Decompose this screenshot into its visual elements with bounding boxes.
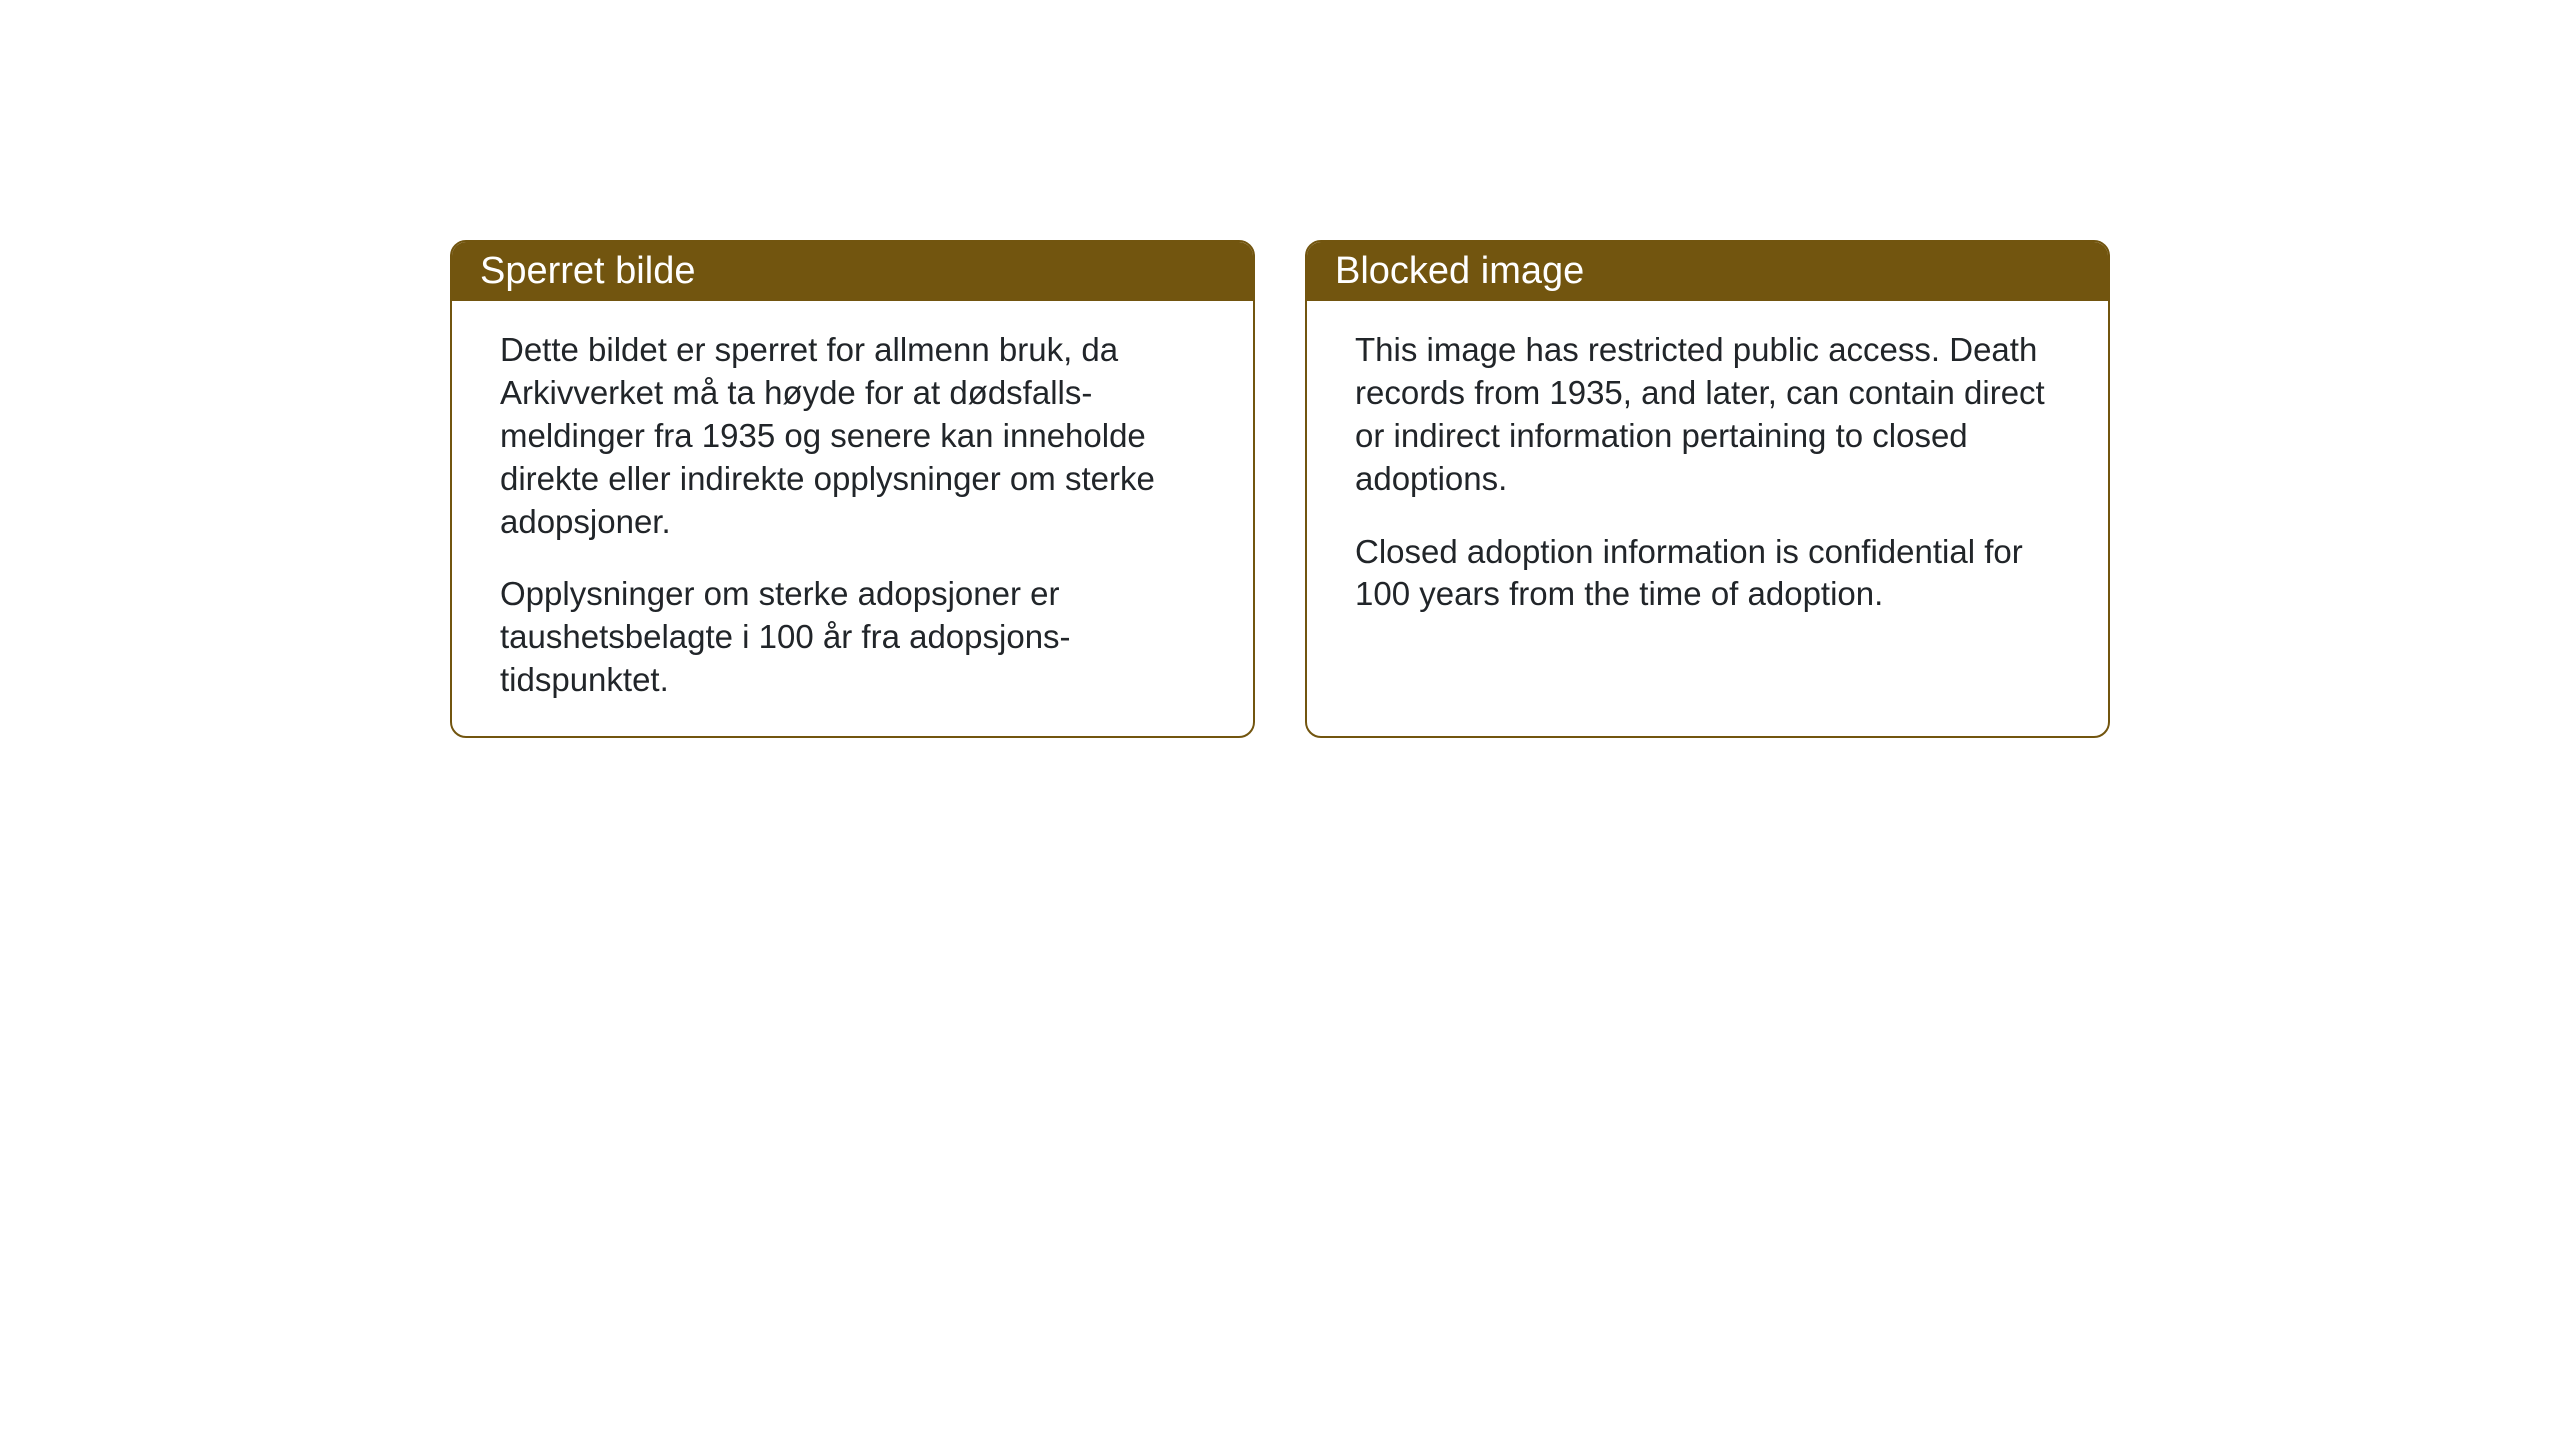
norwegian-paragraph-1: Dette bildet er sperret for allmenn bruk… [500,329,1205,543]
english-card-body: This image has restricted public access.… [1307,301,2108,650]
english-paragraph-1: This image has restricted public access.… [1355,329,2060,501]
notice-cards-container: Sperret bilde Dette bildet er sperret fo… [450,240,2110,738]
english-card-title: Blocked image [1307,242,2108,301]
norwegian-paragraph-2: Opplysninger om sterke adopsjoner er tau… [500,573,1205,702]
norwegian-card-body: Dette bildet er sperret for allmenn bruk… [452,301,1253,736]
norwegian-card-title: Sperret bilde [452,242,1253,301]
english-notice-card: Blocked image This image has restricted … [1305,240,2110,738]
norwegian-notice-card: Sperret bilde Dette bildet er sperret fo… [450,240,1255,738]
english-paragraph-2: Closed adoption information is confident… [1355,531,2060,617]
